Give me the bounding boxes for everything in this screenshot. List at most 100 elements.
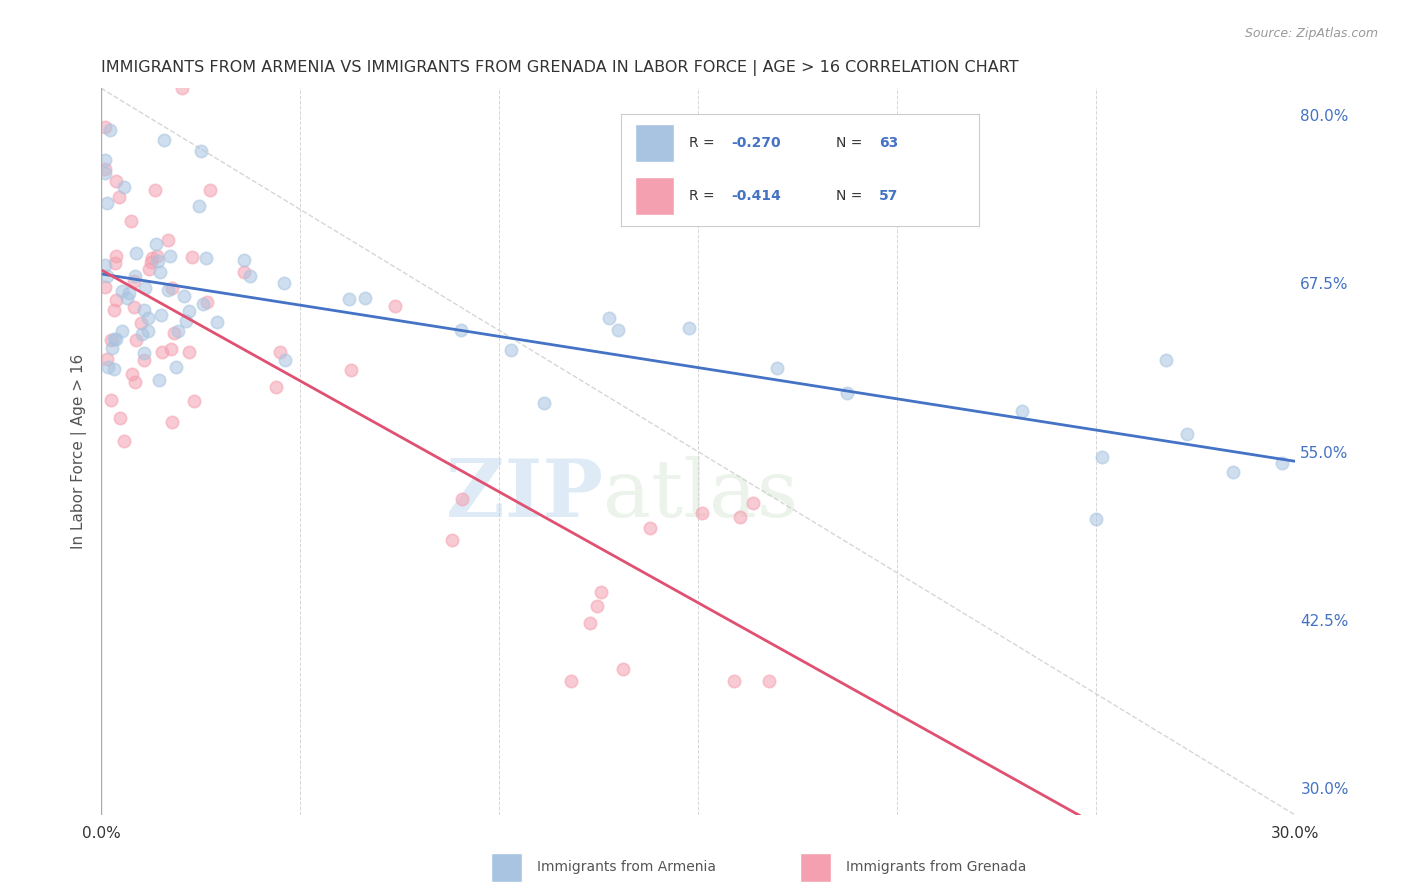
Point	[108, 190, 131, 204]
FancyBboxPatch shape	[491, 854, 522, 881]
Point	[145, 236, 167, 251]
Point	[1085, 512, 1108, 526]
Point	[138, 261, 160, 276]
Point	[598, 311, 620, 326]
Point	[607, 323, 630, 337]
Point	[578, 616, 600, 631]
Point	[125, 333, 148, 347]
Point	[180, 250, 202, 264]
Text: Immigrants from Grenada: Immigrants from Grenada	[846, 861, 1026, 874]
Point	[1154, 353, 1177, 368]
Point	[132, 346, 155, 360]
Point	[105, 174, 128, 188]
Point	[108, 410, 131, 425]
Point	[499, 343, 522, 358]
Point	[728, 510, 751, 524]
Point	[121, 367, 143, 381]
Point	[94, 166, 117, 180]
Point	[193, 297, 215, 311]
Point	[94, 153, 117, 168]
Point	[273, 277, 295, 291]
Point	[124, 268, 146, 283]
Point	[1175, 427, 1198, 442]
Point	[94, 259, 117, 273]
Point	[97, 359, 120, 374]
Point	[141, 252, 163, 266]
FancyBboxPatch shape	[800, 854, 831, 881]
Point	[274, 353, 297, 368]
Point	[120, 214, 142, 228]
Point	[591, 584, 613, 599]
Point	[132, 352, 155, 367]
Point	[533, 396, 555, 410]
Point	[122, 274, 145, 288]
Point	[340, 363, 363, 377]
Point	[105, 332, 128, 346]
Point	[94, 162, 117, 177]
Point	[353, 292, 375, 306]
Point	[176, 314, 198, 328]
Point	[105, 249, 128, 263]
Point	[1011, 403, 1033, 417]
Point	[96, 352, 118, 367]
Point	[835, 386, 858, 401]
Point	[145, 183, 167, 197]
Point	[440, 533, 463, 547]
Point	[560, 673, 582, 688]
Y-axis label: In Labor Force | Age > 16: In Labor Force | Age > 16	[72, 354, 87, 549]
Point	[118, 286, 141, 301]
Point	[132, 303, 155, 318]
Point	[450, 323, 472, 337]
Point	[384, 300, 406, 314]
Point	[586, 599, 609, 613]
Point	[131, 327, 153, 342]
Point	[103, 332, 125, 346]
Point	[638, 521, 661, 535]
Point	[678, 321, 700, 335]
Point	[190, 144, 212, 158]
Point	[450, 492, 472, 507]
Point	[98, 123, 121, 137]
Point	[138, 311, 160, 326]
Point	[166, 324, 188, 338]
Point	[179, 304, 201, 318]
Point	[612, 662, 634, 676]
Point	[160, 415, 183, 429]
Point	[177, 344, 200, 359]
Point	[156, 233, 179, 247]
Point	[136, 325, 159, 339]
Point	[170, 81, 193, 95]
Point	[195, 294, 218, 309]
Point	[690, 506, 713, 520]
Text: IMMIGRANTS FROM ARMENIA VS IMMIGRANTS FROM GRENADA IN LABOR FORCE | AGE > 16 COR: IMMIGRANTS FROM ARMENIA VS IMMIGRANTS FR…	[101, 60, 1019, 76]
Point	[103, 303, 125, 318]
Point	[264, 380, 287, 394]
Point	[205, 315, 228, 329]
Text: Source: ZipAtlas.com: Source: ZipAtlas.com	[1244, 27, 1378, 40]
Point	[1091, 450, 1114, 464]
Point	[195, 251, 218, 265]
Point	[187, 199, 209, 213]
Point	[115, 291, 138, 305]
Point	[150, 308, 173, 322]
Point	[96, 196, 118, 211]
Point	[160, 342, 183, 356]
Point	[153, 132, 176, 146]
Point	[758, 673, 780, 688]
Point	[765, 361, 787, 376]
Point	[100, 393, 122, 408]
Point	[112, 179, 135, 194]
Point	[103, 362, 125, 376]
Point	[149, 265, 172, 279]
Point	[162, 281, 184, 295]
Point	[233, 252, 256, 267]
Point	[104, 255, 127, 269]
Point	[157, 283, 180, 297]
Point	[141, 255, 163, 269]
Point	[165, 359, 187, 374]
Point	[183, 393, 205, 408]
Point	[1271, 456, 1294, 470]
Point	[112, 434, 135, 449]
Point	[129, 316, 152, 330]
Point	[104, 293, 127, 308]
